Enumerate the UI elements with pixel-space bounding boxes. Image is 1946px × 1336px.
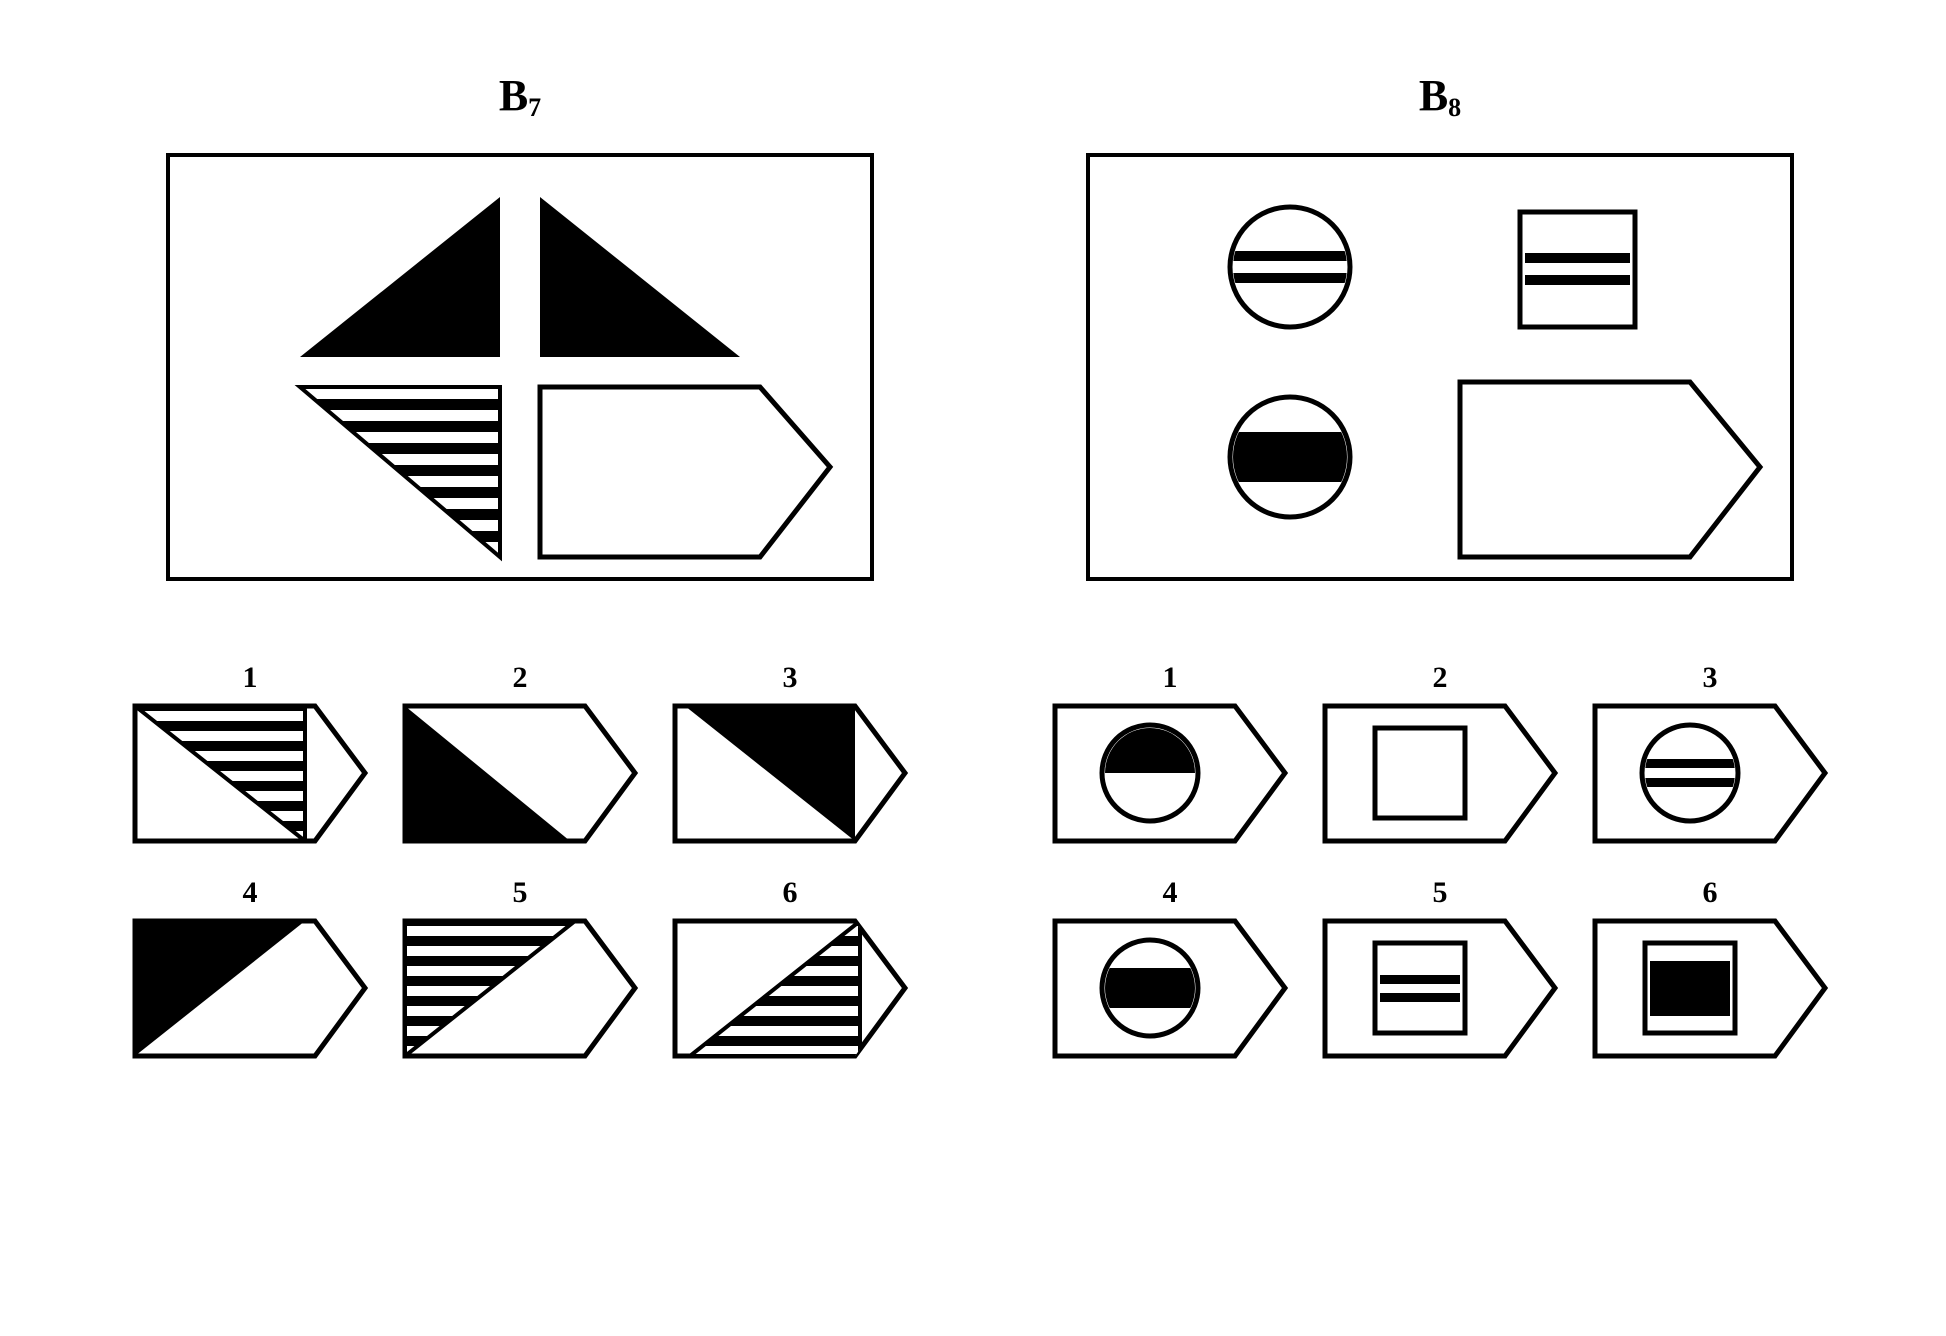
title-sub: 7 xyxy=(528,93,541,122)
b8-option-2-svg xyxy=(1320,701,1560,846)
b7-option-6-svg xyxy=(670,916,910,1061)
title-letter: B xyxy=(499,71,528,120)
option-number: 2 xyxy=(1320,661,1560,695)
b7-option-4-svg xyxy=(130,916,370,1061)
option-number: 4 xyxy=(130,876,370,910)
b8-option-4[interactable]: 4 xyxy=(1050,876,1290,1061)
option-number: 5 xyxy=(400,876,640,910)
puzzle-b8-title: B8 xyxy=(1030,70,1850,123)
b7-cell-r1c1-triangle xyxy=(300,197,500,357)
puzzle-b7-matrix xyxy=(166,153,874,581)
b8-option-1-svg xyxy=(1050,701,1290,846)
option-number: 5 xyxy=(1320,876,1560,910)
b7-option-6[interactable]: 6 xyxy=(670,876,910,1061)
b8-option-3-svg xyxy=(1590,701,1830,846)
b8-matrix-svg xyxy=(1090,157,1790,577)
title-letter: B xyxy=(1419,71,1448,120)
puzzle-b8-options: 1 2 3 xyxy=(1050,661,1830,1061)
b8-option-2[interactable]: 2 xyxy=(1320,661,1560,846)
b8-cell-r2c1-circle xyxy=(1210,397,1370,517)
b8-option-6-svg xyxy=(1590,916,1830,1061)
b8-option-4-svg xyxy=(1050,916,1290,1061)
b7-option-3-svg xyxy=(670,701,910,846)
b7-answer-slot xyxy=(540,387,830,557)
puzzle-b8: B8 xyxy=(1030,70,1850,1061)
b7-option-4[interactable]: 4 xyxy=(130,876,370,1061)
puzzle-b7-title: B7 xyxy=(110,70,930,123)
option-number: 1 xyxy=(1050,661,1290,695)
puzzle-b8-matrix xyxy=(1086,153,1794,581)
b7-option-2[interactable]: 2 xyxy=(400,661,640,846)
b7-option-3[interactable]: 3 xyxy=(670,661,910,846)
b8-cell-r1c2-square xyxy=(1520,212,1635,327)
option-number: 6 xyxy=(670,876,910,910)
b7-option-1-svg xyxy=(130,701,370,846)
b8-option-6[interactable]: 6 xyxy=(1590,876,1830,1061)
puzzle-b7: B7 xyxy=(110,70,930,1061)
option-number: 2 xyxy=(400,661,640,695)
option-number: 4 xyxy=(1050,876,1290,910)
b8-answer-slot xyxy=(1460,382,1760,557)
option-number: 3 xyxy=(1590,661,1830,695)
b8-option-5-svg xyxy=(1320,916,1560,1061)
b7-cell-r1c2-triangle xyxy=(540,197,740,357)
page: B7 xyxy=(0,0,1946,1336)
option-number: 6 xyxy=(1590,876,1830,910)
title-sub: 8 xyxy=(1448,93,1461,122)
b7-option-1[interactable]: 1 xyxy=(130,661,370,846)
b7-option-5[interactable]: 5 xyxy=(400,876,640,1061)
b7-option-5-svg xyxy=(400,916,640,1061)
option-number: 3 xyxy=(670,661,910,695)
puzzle-b7-options: 1 2 xyxy=(130,661,910,1061)
b8-option-3[interactable]: 3 xyxy=(1590,661,1830,846)
b8-option-1[interactable]: 1 xyxy=(1050,661,1290,846)
b7-cell-r2c1-triangle xyxy=(300,387,500,557)
b8-cell-r1c1-circle xyxy=(1210,207,1370,327)
b8-option-5[interactable]: 5 xyxy=(1320,876,1560,1061)
b7-matrix-svg xyxy=(170,157,870,577)
option-number: 1 xyxy=(130,661,370,695)
b7-option-2-svg xyxy=(400,701,640,846)
